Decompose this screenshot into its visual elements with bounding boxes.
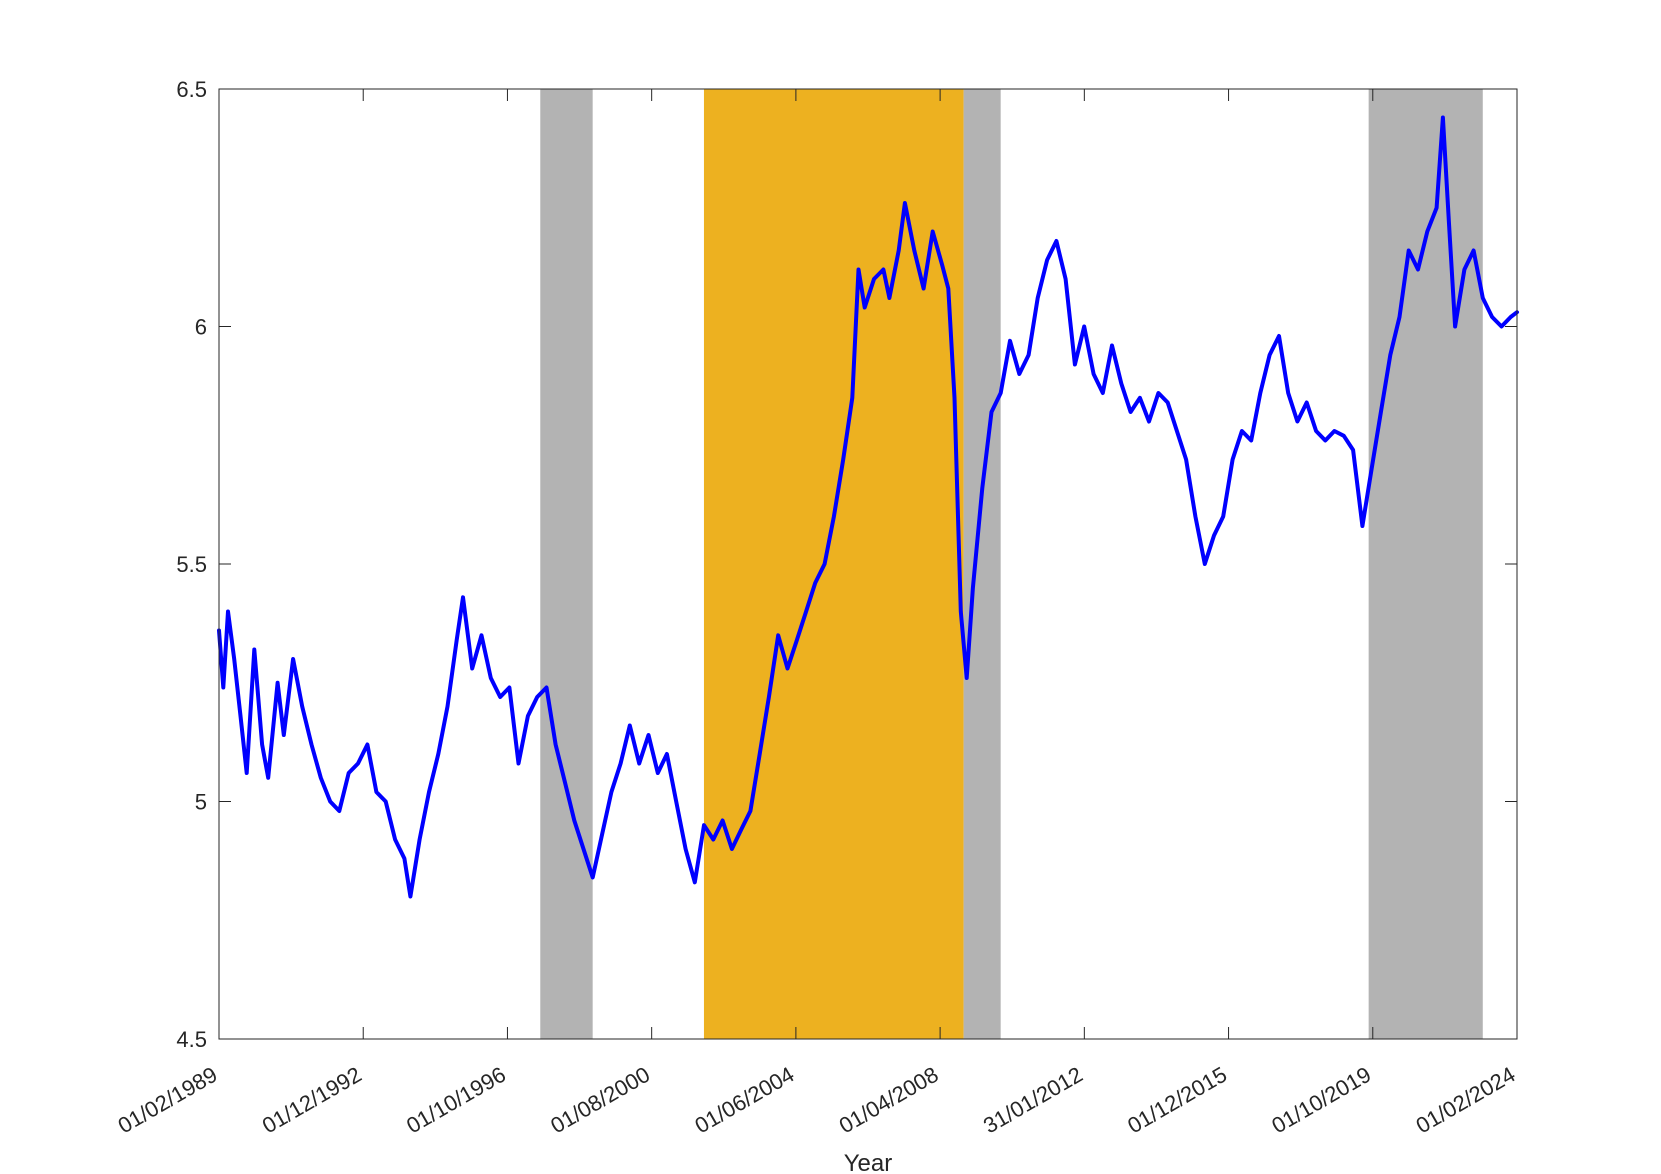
shaded-region-3 [1368,89,1483,1039]
y-tick-label: 6.5 [176,77,207,102]
y-tick-label: 6 [195,315,207,340]
y-tick-labels: 4.5 5 5.5 6 6.5 [176,77,207,1052]
tick-layer [218,88,1518,1040]
series-line-0 [217,115,1519,899]
shaded-regions [540,89,1483,1039]
y-tick-label: 4.5 [176,1027,207,1052]
shaded-region-1 [703,89,964,1039]
x-axis-title: Year [844,1150,893,1174]
shaded-region-0 [540,89,593,1039]
shaded-region-2 [963,89,1001,1039]
y-tick-label: 5 [195,790,207,815]
y-tick-label: 5.5 [176,552,207,577]
series-layer [217,115,1519,899]
